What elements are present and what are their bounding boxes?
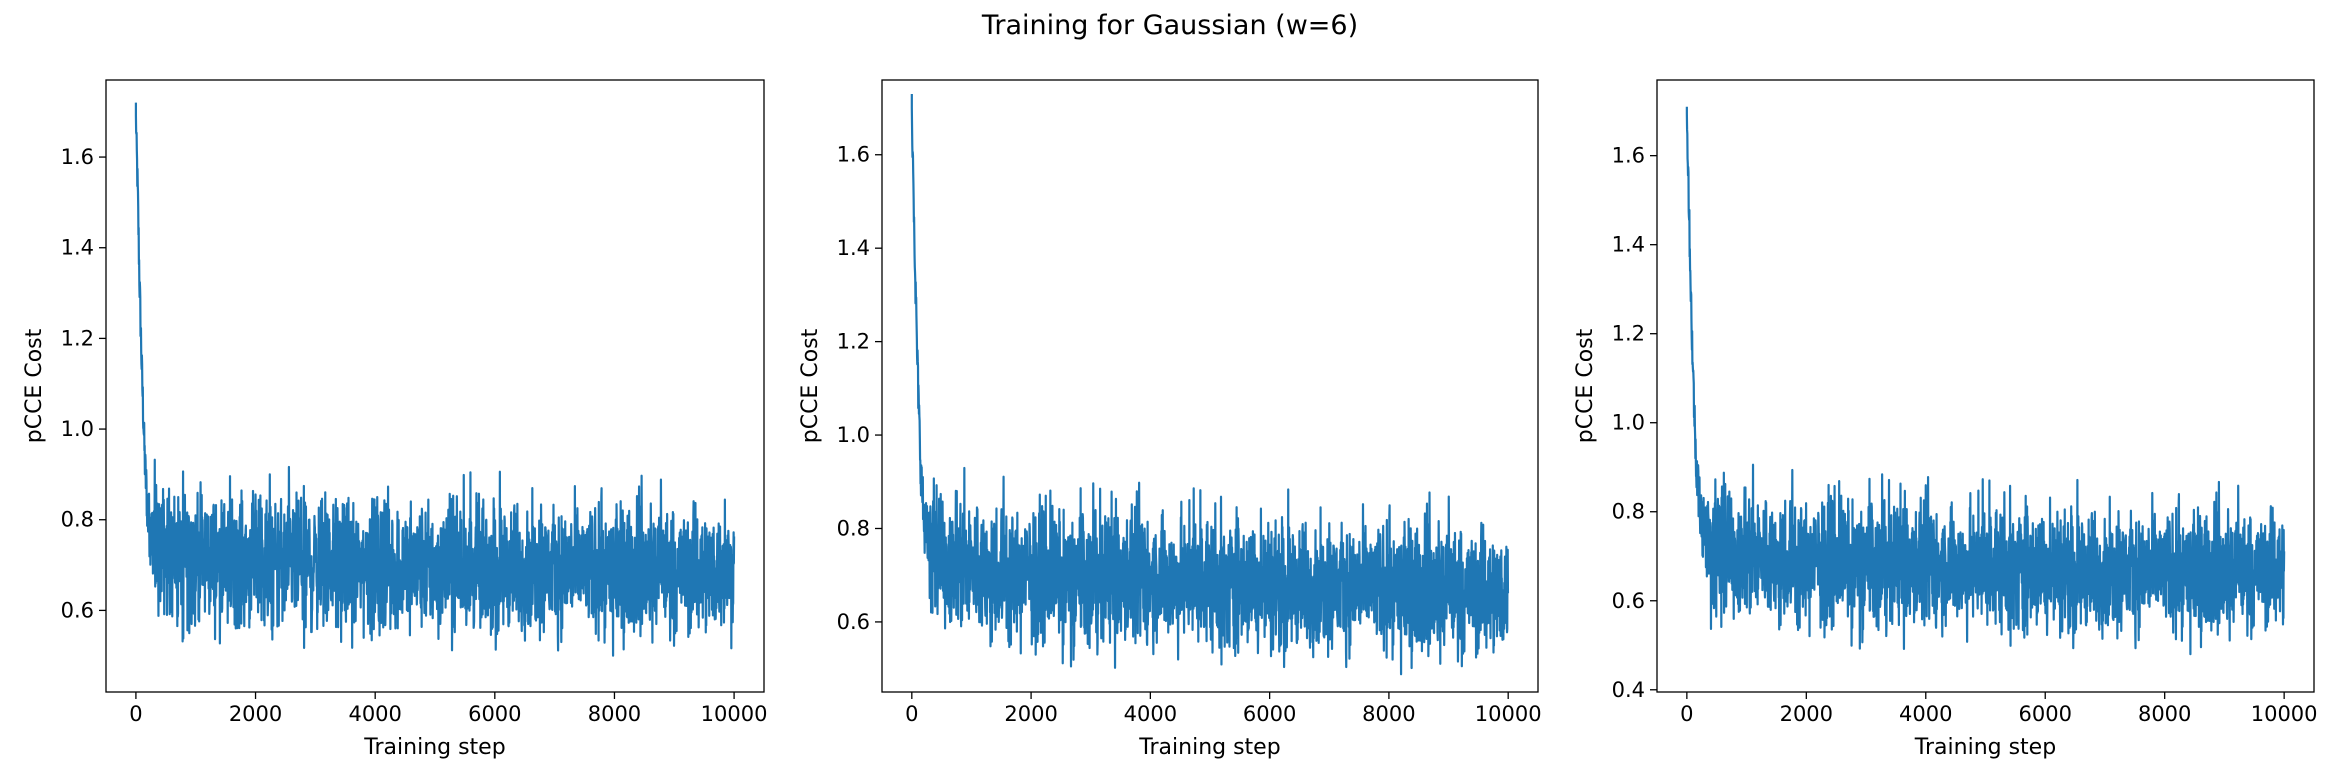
x-tick-label: 6000 [468,702,521,726]
x-tick-label: 4000 [1124,702,1177,726]
x-tick-label: 10000 [701,702,768,726]
x-tick-label: 0 [129,702,142,726]
y-axis-label: pCCE Cost [1573,328,1598,443]
series-line [134,102,736,657]
y-tick-label: 0.6 [837,610,870,634]
axes-frame [1656,79,2315,693]
subplot-1: 0 2000 4000 6000 8000 10000 0.6 0.8 1.0 1.2 1.4 1.6… [22,79,768,760]
x-tick-label: 0 [1680,702,1693,726]
x-tick-label: 2000 [229,702,282,726]
y-tick-label: 0.8 [1612,500,1645,524]
x-tick-label: 6000 [2019,702,2072,726]
y-tick-label: 1.0 [837,423,870,447]
series-line [910,94,1510,676]
y-tick-label: 1.0 [1612,411,1645,435]
x-tick-label: 2000 [1780,702,1833,726]
y-tick-label: 0.6 [1612,589,1645,613]
x-tick-label: 10000 [1475,702,1542,726]
x-axis-label: Training step [1914,735,2056,760]
series-line [1685,106,2286,656]
subplot-2: 0 2000 4000 6000 8000 10000 0.6 0.8 1.0 1.2 1.4 1.6… [798,79,1542,760]
x-tick-label: 4000 [1899,702,1952,726]
x-tick-label: 8000 [588,702,641,726]
y-tick-label: 1.2 [61,326,94,350]
y-tick-label: 1.4 [1612,233,1645,257]
y-tick-label: 0.4 [1612,678,1645,702]
y-tick-label: 1.2 [837,330,870,354]
y-tick-label: 1.6 [1612,144,1645,168]
x-tick-label: 2000 [1004,702,1057,726]
y-axis-label: pCCE Cost [22,328,47,443]
y-tick-label: 1.6 [837,143,870,167]
x-tick-label: 6000 [1243,702,1296,726]
axes-frame [881,79,1539,693]
y-tick-label: 0.8 [61,508,94,532]
x-axis-label: Training step [1138,735,1280,760]
axes-frame [105,79,765,693]
y-tick-label: 1.4 [61,236,94,260]
x-tick-label: 0 [905,702,918,726]
x-tick-label: 10000 [2251,702,2318,726]
y-tick-label: 1.0 [61,417,94,441]
x-tick-label: 8000 [1362,702,1415,726]
y-tick-label: 1.4 [837,236,870,260]
y-axis-label: pCCE Cost [798,328,823,443]
x-tick-label: 4000 [348,702,401,726]
y-tick-label: 0.8 [837,516,870,540]
y-tick-label: 1.6 [61,145,94,169]
figure-title: Training for Gaussian (w=6) [981,10,1359,41]
subplot-3: 0 2000 4000 6000 8000 10000 0.4 0.6 0.8 1.0 1.2 1.4… [1573,79,2318,760]
x-tick-label: 8000 [2138,702,2191,726]
y-tick-label: 0.6 [61,598,94,622]
y-tick-label: 1.2 [1612,322,1645,346]
x-axis-label: Training step [363,735,505,760]
